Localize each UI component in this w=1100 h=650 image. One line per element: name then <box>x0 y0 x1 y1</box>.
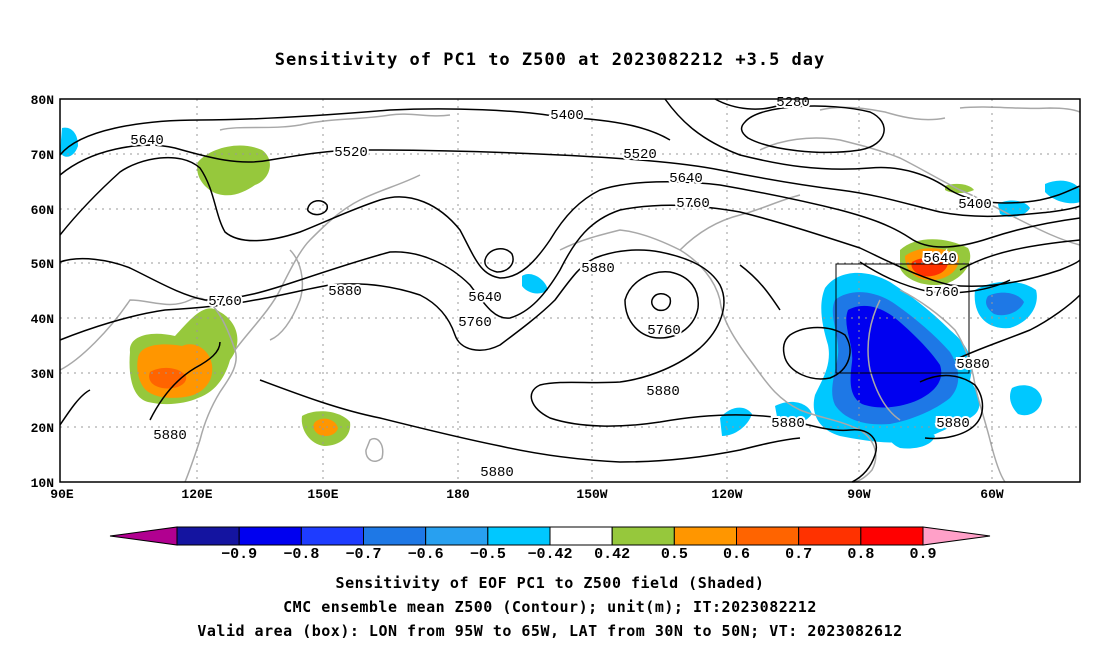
contour-label: 5640 <box>468 290 502 306</box>
lon-label: 60W <box>980 487 1004 502</box>
lon-axis-labels: 90E 120E 150E 180 150W 120W 90W 60W <box>50 487 1004 502</box>
z500-contours <box>59 98 1081 483</box>
lon-label: 90W <box>847 487 871 502</box>
contour-label: 5880 <box>956 357 990 373</box>
lat-label: 70N <box>31 148 54 163</box>
caption-line-2: CMC ensemble mean Z500 (Contour); unit(m… <box>283 598 817 616</box>
contour-label: 5640 <box>130 133 164 149</box>
map-title: Sensitivity of PC1 to Z500 at 2023082212… <box>274 50 826 70</box>
colorbar-max-triangle <box>922 526 991 546</box>
graticule <box>60 99 1080 482</box>
colorbar-segment <box>798 526 862 546</box>
contour-label: 5880 <box>153 428 187 444</box>
contour-label: 5520 <box>623 147 657 163</box>
contour-label: 5760 <box>676 196 710 212</box>
colorbar-tick-label: −0.6 <box>408 546 444 563</box>
colorbar-segment <box>673 526 737 546</box>
contour-label: 5400 <box>550 108 584 124</box>
shade-philippine-orange <box>313 418 338 436</box>
lon-label: 180 <box>446 487 470 502</box>
contour-label: 5280 <box>776 95 810 111</box>
lon-label: 90E <box>50 487 74 502</box>
lon-label: 150W <box>576 487 607 502</box>
colorbar-segment <box>425 526 489 546</box>
contour-label: 5760 <box>647 323 681 339</box>
shade-atlantic-blue1-dark <box>986 292 1024 316</box>
lat-label: 10N <box>31 476 54 491</box>
lon-label: 120W <box>711 487 742 502</box>
colorbar-tick-label: −0.42 <box>527 546 572 563</box>
colorbar-segment <box>176 526 240 546</box>
colorbar-segment <box>363 526 427 546</box>
lat-axis-labels: 80N 70N 60N 50N 40N 30N 20N 10N <box>31 93 54 491</box>
lat-label: 50N <box>31 257 54 272</box>
colorbar-tick-label: −0.8 <box>283 546 319 563</box>
colorbar-segment <box>549 526 613 546</box>
colorbar-tick-label: 0.42 <box>594 546 630 563</box>
valid-area-box <box>835 263 970 374</box>
colorbar-tick-label: 0.9 <box>909 546 936 563</box>
colorbar-segment <box>736 526 800 546</box>
contour-label: 5760 <box>458 315 492 331</box>
contour-labels: 5280 5400 5640 5520 5520 5640 5760 5400 5880 5640… <box>128 93 994 483</box>
colorbar <box>109 526 991 546</box>
colorbar-min-triangle <box>109 526 178 546</box>
lat-label: 20N <box>31 421 54 436</box>
colorbar-tick-label: 0.6 <box>723 546 750 563</box>
shade-pacific-blue <box>522 273 548 294</box>
contour-label: 5760 <box>925 285 959 301</box>
lon-label: 150E <box>307 487 338 502</box>
colorbar-tick-label: −0.7 <box>345 546 381 563</box>
shaded-sensitivity <box>60 127 1080 449</box>
shade-atlantic-blue3 <box>1045 180 1080 204</box>
shade-labrador-red <box>911 257 948 277</box>
colorbar-tick-label: 0.5 <box>661 546 688 563</box>
contour-label: 5880 <box>646 384 680 400</box>
contour-label: 5880 <box>936 416 970 432</box>
colorbar-tick-label: 0.8 <box>847 546 874 563</box>
contour-label: 5400 <box>958 197 992 213</box>
caption-line-3: Valid area (box): LON from 95W to 65W, L… <box>197 622 903 640</box>
lat-label: 30N <box>31 367 54 382</box>
contour-label: 5640 <box>669 171 703 187</box>
plot-border <box>59 98 1081 483</box>
contour-label: 5760 <box>208 294 242 310</box>
colorbar-tick-label: −0.5 <box>470 546 506 563</box>
contour-label: 5520 <box>334 145 368 161</box>
colorbar-labels: −0.9 −0.8 −0.7 −0.6 −0.5 −0.42 0.42 0.5 0.6 0.7 0.… <box>221 546 936 563</box>
lon-label: 120E <box>181 487 212 502</box>
contour-label: 5880 <box>581 261 615 277</box>
lat-label: 40N <box>31 312 54 327</box>
colorbar-segment <box>487 526 551 546</box>
contour-label: 5640 <box>923 251 957 267</box>
caption-line-1: Sensitivity of EOF PC1 to Z500 field (Sh… <box>335 574 765 592</box>
colorbar-segment <box>300 526 365 546</box>
shade-gulf-blue <box>888 426 935 449</box>
colorbar-segment <box>860 526 924 546</box>
contour-label: 5880 <box>480 465 514 481</box>
contour-label: 5880 <box>771 416 805 432</box>
shade-atlantic-blue2 <box>1010 385 1042 416</box>
lat-label: 60N <box>31 203 54 218</box>
colorbar-tick-label: −0.9 <box>221 546 257 563</box>
colorbar-segment <box>611 526 675 546</box>
colorbar-tick-label: 0.7 <box>785 546 812 563</box>
lat-label: 80N <box>31 93 54 108</box>
colorbar-segment <box>238 526 302 546</box>
contour-label: 5880 <box>328 284 362 300</box>
